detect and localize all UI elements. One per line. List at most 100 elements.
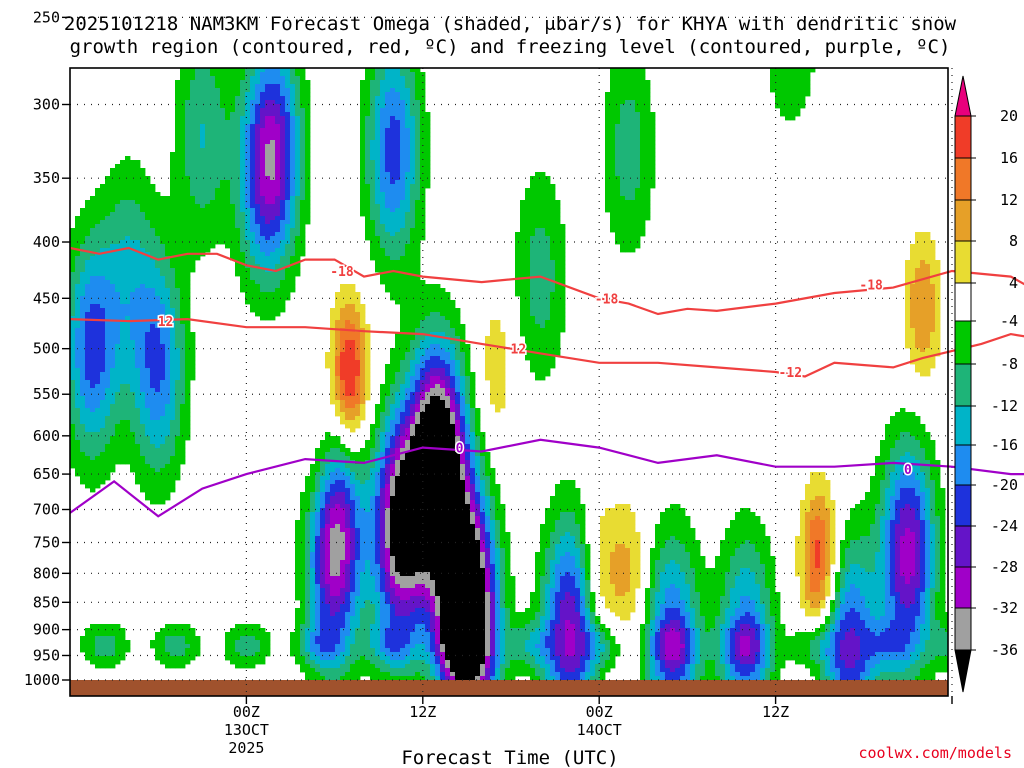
omega-cell	[275, 224, 281, 229]
omega-cell	[170, 160, 176, 165]
omega-cell	[350, 644, 356, 649]
omega-cell	[290, 136, 296, 141]
omega-cell	[380, 392, 386, 397]
omega-cell	[115, 408, 121, 413]
omega-cell	[305, 480, 311, 485]
omega-cell	[375, 592, 381, 597]
omega-cell	[345, 552, 351, 557]
omega-cell	[145, 180, 151, 185]
omega-cell	[365, 80, 371, 85]
omega-cell	[380, 660, 386, 665]
omega-cell	[335, 464, 341, 469]
omega-cell	[85, 384, 91, 389]
omega-cell	[365, 88, 371, 93]
omega-cell	[305, 124, 311, 129]
omega-cell	[365, 180, 371, 185]
omega-cell	[295, 192, 301, 197]
omega-cell	[170, 280, 176, 285]
omega-cell	[135, 292, 141, 297]
omega-cell	[250, 300, 256, 305]
omega-cell	[80, 648, 86, 653]
omega-cell	[70, 464, 76, 469]
omega-cell	[190, 216, 196, 221]
omega-cell	[115, 328, 121, 333]
omega-cell	[150, 192, 156, 197]
omega-cell	[145, 456, 151, 461]
omega-cell	[185, 272, 191, 277]
omega-cell	[125, 372, 131, 377]
omega-cell	[195, 220, 201, 225]
omega-cell	[330, 544, 336, 549]
omega-cell	[335, 528, 341, 533]
omega-cell	[295, 172, 301, 177]
omega-cell	[310, 620, 316, 625]
omega-cell	[95, 460, 101, 465]
omega-cell	[305, 84, 311, 89]
omega-cell	[95, 644, 101, 649]
omega-cell	[230, 216, 236, 221]
omega-cell	[380, 644, 386, 649]
omega-cell	[250, 80, 256, 85]
omega-cell	[100, 644, 106, 649]
omega-cell	[250, 280, 256, 285]
omega-cell	[215, 204, 221, 209]
omega-cell	[245, 104, 251, 109]
omega-cell	[310, 624, 316, 629]
omega-cell	[180, 284, 186, 289]
omega-cell	[335, 512, 341, 517]
omega-cell	[360, 536, 366, 541]
omega-cell	[225, 200, 231, 205]
omega-cell	[180, 260, 186, 265]
omega-cell	[305, 612, 311, 617]
omega-cell	[210, 96, 216, 101]
omega-cell	[380, 184, 386, 189]
omega-cell	[230, 72, 236, 77]
omega-cell	[130, 188, 136, 193]
omega-cell	[95, 328, 101, 333]
omega-cell	[330, 460, 336, 465]
omega-cell	[335, 396, 341, 401]
omega-cell	[355, 652, 361, 657]
omega-cell	[190, 644, 196, 649]
omega-cell	[145, 484, 151, 489]
omega-cell	[180, 376, 186, 381]
omega-cell	[150, 224, 156, 229]
omega-cell	[120, 232, 126, 237]
omega-cell	[120, 384, 126, 389]
omega-cell	[380, 388, 386, 393]
omega-cell	[365, 480, 371, 485]
omega-cell	[365, 644, 371, 649]
omega-cell	[220, 140, 226, 145]
omega-cell	[290, 148, 296, 153]
omega-cell	[360, 360, 366, 365]
omega-cell	[185, 328, 191, 333]
omega-cell	[330, 564, 336, 569]
omega-cell	[305, 580, 311, 585]
omega-cell	[95, 432, 101, 437]
omega-cell	[120, 444, 126, 449]
omega-cell	[350, 316, 356, 321]
omega-cell	[75, 360, 81, 365]
omega-cell	[320, 596, 326, 601]
omega-cell	[310, 648, 316, 653]
omega-cell	[115, 348, 121, 353]
omega-cell	[310, 552, 316, 557]
omega-cell	[300, 192, 306, 197]
omega-cell	[375, 92, 381, 97]
omega-cell	[340, 592, 346, 597]
omega-cell	[170, 460, 176, 465]
omega-cell	[85, 636, 91, 641]
omega-cell	[325, 616, 331, 621]
omega-cell	[345, 556, 351, 561]
omega-cell	[150, 228, 156, 233]
omega-cell	[310, 472, 316, 477]
omega-cell	[340, 664, 346, 669]
omega-cell	[270, 136, 276, 141]
omega-cell	[155, 328, 161, 333]
omega-cell	[115, 188, 121, 193]
omega-cell	[290, 272, 296, 277]
omega-cell	[145, 360, 151, 365]
omega-cell	[295, 208, 301, 213]
omega-cell	[110, 348, 116, 353]
omega-cell	[245, 116, 251, 121]
